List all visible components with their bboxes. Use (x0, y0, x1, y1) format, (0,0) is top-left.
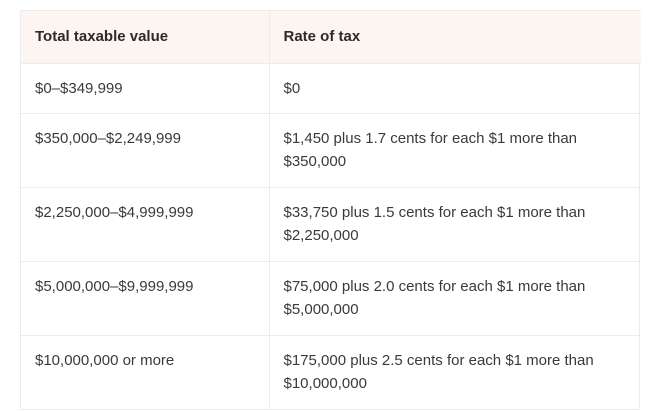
table-header: Total taxable value Rate of tax (21, 11, 641, 63)
rate-of-tax-cell: $1,450 plus 1.7 cents for each $1 more t… (268, 113, 641, 187)
table-row: $350,000–$2,249,999 $1,450 plus 1.7 cent… (21, 113, 641, 187)
table-body: $0–$349,999 $0 $350,000–$2,249,999 $1,45… (21, 63, 641, 409)
table-row: $0–$349,999 $0 (21, 63, 641, 113)
tax-rate-table: Total taxable value Rate of tax $0–$349,… (21, 11, 641, 409)
taxable-value-cell: $10,000,000 or more (35, 351, 175, 369)
taxable-value-cell: $350,000–$2,249,999 (35, 129, 181, 147)
rate-of-tax-cell: $33,750 plus 1.5 cents for each $1 more … (268, 187, 641, 261)
table-row: $10,000,000 or more $175,000 plus 2.5 ce… (21, 335, 641, 409)
taxable-value-cell: $2,250,000–$4,999,999 (35, 203, 194, 221)
rate-of-tax-cell: $0 (268, 63, 641, 113)
taxable-value-cell: $5,000,000–$9,999,999 (35, 277, 194, 295)
tax-rate-table-container: Total taxable value Rate of tax $0–$349,… (20, 10, 641, 410)
rate-of-tax-cell: $75,000 plus 2.0 cents for each $1 more … (268, 261, 641, 335)
header-total-taxable-value: Total taxable value (35, 28, 169, 46)
header-rate-of-tax: Rate of tax (268, 11, 641, 63)
table-row: $5,000,000–$9,999,999 $75,000 plus 2.0 c… (21, 261, 641, 335)
taxable-value-cell: $0–$349,999 (35, 79, 123, 97)
rate-of-tax-cell: $175,000 plus 2.5 cents for each $1 more… (268, 335, 641, 409)
table-row: $2,250,000–$4,999,999 $33,750 plus 1.5 c… (21, 187, 641, 261)
header-row: Total taxable value Rate of tax (21, 11, 641, 63)
